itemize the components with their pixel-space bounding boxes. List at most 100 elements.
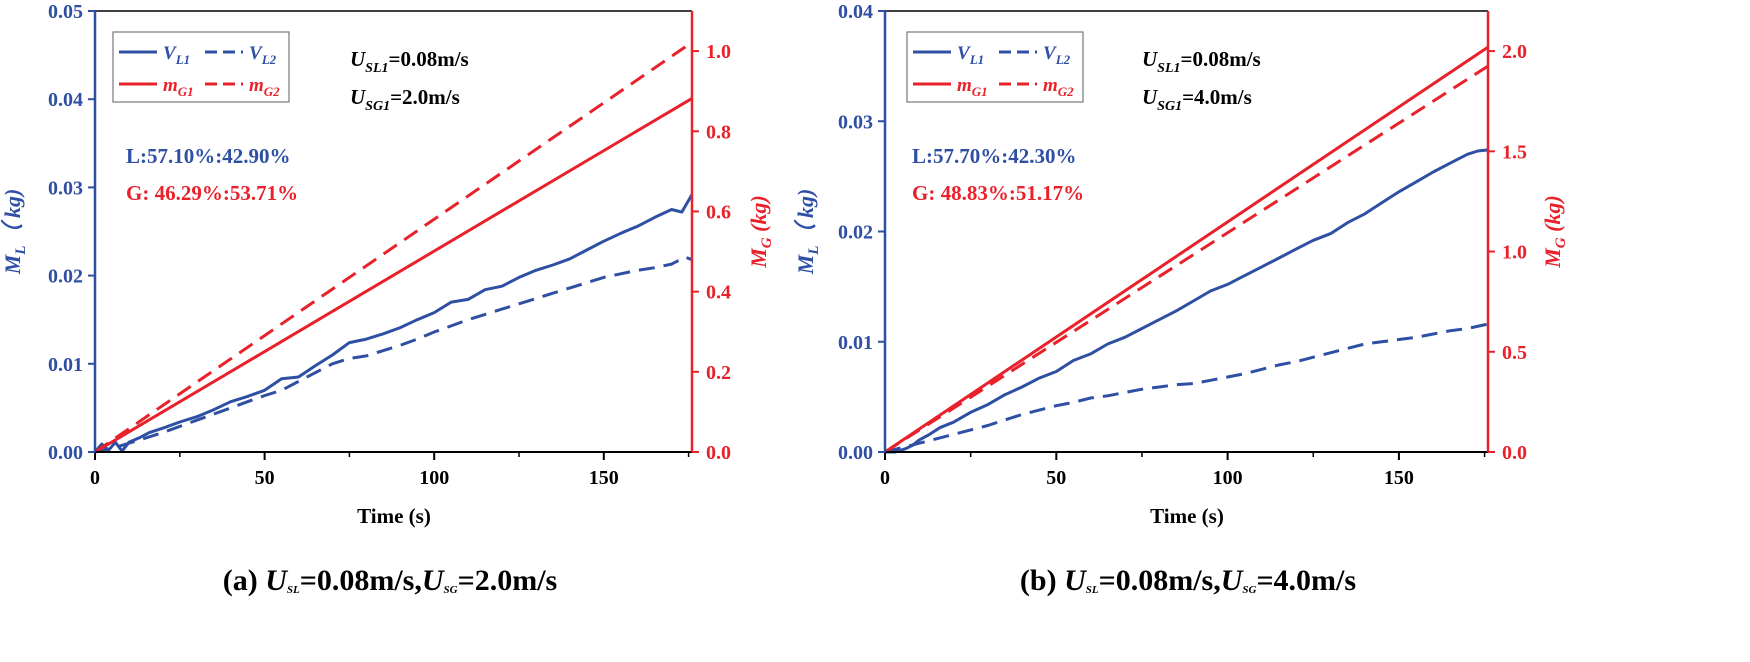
caption-end: =4.0m/s — [1256, 564, 1356, 597]
caption-u2: U — [1221, 564, 1244, 597]
condition-text: USL1=0.08m/s — [1142, 47, 1261, 76]
left-y-tick-label: 0.01 — [838, 332, 873, 354]
legend-main: V — [163, 43, 177, 64]
label-sub: L — [13, 246, 29, 256]
caption-sub1: SL — [287, 584, 300, 596]
legend-label: VL1 — [163, 43, 190, 67]
label-unit: （ kg) — [793, 189, 818, 246]
condition-value: =0.08m/s — [389, 47, 469, 71]
caption-prefix: (a) — [223, 564, 265, 597]
right-y-tick-label: 0.4 — [706, 282, 731, 304]
x-tick-label: 0 — [90, 467, 100, 489]
plot-area — [884, 45, 1489, 454]
legend-box — [906, 31, 1084, 103]
legend-label: mG2 — [1043, 75, 1074, 99]
label-main: M — [1540, 247, 1565, 269]
caption-sub2: SG — [1242, 584, 1256, 596]
condition-main: U — [1142, 85, 1159, 109]
right-y-tick-label: 0.6 — [706, 201, 731, 223]
plot-area — [93, 41, 694, 454]
left-y-tick-label: 0.01 — [48, 354, 83, 376]
legend-sub: G1 — [178, 84, 194, 99]
label-sub: L — [806, 246, 822, 256]
left-y-tick-label: 0.00 — [48, 442, 83, 464]
series-line-VL1 — [93, 193, 694, 453]
legend-sub: L1 — [969, 52, 984, 67]
chart-panel-a: 0 50 100 150 0.00 0.01 0.02 0.03 0.04 0.05 0.0 0.2 0… — [0, 1, 775, 597]
series-line-mG2 — [884, 64, 1489, 454]
ratio-text: G: 46.29%:53.71% — [126, 181, 298, 205]
condition-sub: SG1 — [1157, 99, 1182, 114]
right-y-tick-label: 0.0 — [1502, 442, 1527, 464]
caption-u1: U — [265, 564, 288, 597]
legend-main: V — [957, 43, 971, 64]
caption-prefix: (b) — [1020, 564, 1064, 597]
legend-label: VL2 — [249, 43, 277, 67]
label-unit: （ kg) — [0, 189, 25, 246]
right-y-tick-label: 1.0 — [1502, 242, 1527, 264]
series-line-VL1 — [885, 148, 1489, 454]
right-y-tick-label: 1.0 — [706, 41, 731, 63]
x-axis-label: Time (s) — [357, 504, 431, 528]
legend-main: m — [1043, 75, 1058, 96]
legend-sub: G2 — [264, 84, 280, 99]
legend-sub: G1 — [972, 84, 988, 99]
legend-box — [112, 31, 290, 103]
label-main: M — [746, 247, 771, 269]
left-y-tick-label: 0.04 — [48, 89, 83, 111]
left-y-tick-label: 0.03 — [48, 177, 83, 199]
right-y-tick-label: 0.5 — [1502, 342, 1527, 364]
left-y-axis-label: ML（ kg) — [0, 189, 29, 276]
label-sub: G — [759, 237, 775, 248]
caption-u2: U — [422, 564, 445, 597]
label-unit: (kg) — [746, 195, 771, 237]
legend-label: VL2 — [1043, 43, 1071, 67]
right-y-axis-label: MG (kg) — [746, 195, 775, 269]
legend-sub: G2 — [1058, 84, 1074, 99]
caption-sub1: SL — [1086, 584, 1099, 596]
ratio-text: L:57.70%:42.30% — [912, 144, 1077, 168]
left-y-tick-label: 0.00 — [838, 442, 873, 464]
right-y-tick-label: 0.0 — [706, 442, 731, 464]
label-main: M — [0, 253, 25, 275]
legend-label: VL1 — [957, 43, 984, 67]
left-y-tick-label: 0.05 — [48, 1, 83, 23]
legend-sub: L1 — [175, 52, 190, 67]
ratio-text: L:57.10%:42.90% — [126, 144, 291, 168]
right-y-tick-label: 0.8 — [706, 121, 731, 143]
legend-main: m — [249, 75, 264, 96]
label-main: M — [793, 253, 818, 275]
legend-main: V — [1043, 43, 1057, 64]
condition-text: USG1=4.0m/s — [1142, 85, 1252, 114]
x-tick-label: 100 — [419, 467, 449, 489]
series-line-mG2 — [94, 41, 693, 454]
condition-value: =2.0m/s — [390, 85, 460, 109]
right-y-tick-label: 1.5 — [1502, 141, 1527, 163]
left-y-tick-label: 0.04 — [838, 1, 873, 23]
figure-caption: (b) USL=0.08m/s,USG=4.0m/s — [1020, 564, 1356, 597]
x-tick-label: 150 — [589, 467, 619, 489]
caption-mid: =0.08m/s, — [300, 564, 422, 597]
caption-end: =2.0m/s — [458, 564, 558, 597]
x-tick-label: 0 — [880, 467, 890, 489]
legend-main: m — [163, 75, 178, 96]
legend-label: mG1 — [163, 75, 194, 99]
right-y-tick-label: 2.0 — [1502, 41, 1527, 63]
label-sub: G — [1553, 237, 1569, 248]
condition-main: U — [350, 85, 367, 109]
x-tick-label: 50 — [255, 467, 275, 489]
left-y-axis-label: ML（ kg) — [793, 189, 822, 276]
condition-value: =4.0m/s — [1182, 85, 1252, 109]
chart-panel-b: 0 50 100 150 0.00 0.01 0.02 0.03 0.04 0.0 0.5 1.0 1.… — [793, 1, 1569, 597]
series-line-VL2 — [94, 255, 693, 454]
series-line-mG1 — [884, 45, 1489, 454]
legend-sub: L2 — [1055, 52, 1071, 67]
series-line-mG1 — [94, 97, 693, 454]
condition-text: USL1=0.08m/s — [350, 47, 469, 76]
legend-main: V — [249, 43, 263, 64]
condition-value: =0.08m/s — [1181, 47, 1261, 71]
x-axis-label: Time (s) — [1150, 504, 1224, 528]
